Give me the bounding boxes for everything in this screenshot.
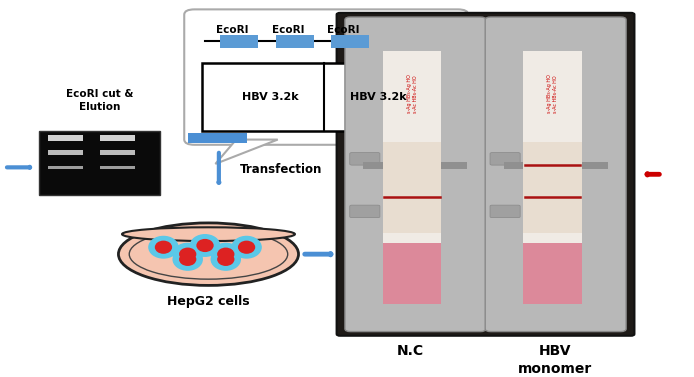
Ellipse shape	[149, 236, 178, 258]
FancyBboxPatch shape	[490, 153, 520, 165]
Text: HepG2 cells: HepG2 cells	[167, 295, 250, 308]
Ellipse shape	[211, 244, 240, 265]
Bar	[523, 51, 582, 304]
Text: EcoRI: EcoRI	[328, 25, 359, 35]
FancyBboxPatch shape	[350, 205, 380, 218]
Ellipse shape	[129, 229, 288, 279]
Ellipse shape	[179, 248, 196, 261]
FancyBboxPatch shape	[337, 13, 634, 336]
Ellipse shape	[119, 223, 298, 285]
Text: s-Ag HBs-Ag HO
s-Ac HBs-Ac HO: s-Ag HBs-Ag HO s-Ac HBs-Ac HO	[547, 74, 558, 113]
Bar	[100, 166, 135, 169]
Bar	[39, 131, 160, 195]
Ellipse shape	[179, 253, 196, 266]
Bar	[220, 35, 258, 48]
Text: EcoRI: EcoRI	[272, 25, 305, 35]
Ellipse shape	[196, 239, 214, 252]
Bar	[276, 35, 314, 48]
Text: EcoRI cut &
Elution: EcoRI cut & Elution	[66, 89, 133, 112]
Bar	[523, 142, 582, 233]
Text: Transfection: Transfection	[239, 162, 322, 176]
Ellipse shape	[232, 236, 261, 258]
Ellipse shape	[238, 241, 255, 254]
Ellipse shape	[190, 235, 219, 256]
FancyBboxPatch shape	[485, 17, 626, 332]
Ellipse shape	[217, 248, 235, 261]
Bar	[383, 142, 441, 233]
Bar	[364, 162, 467, 169]
Text: HBV 3.2k: HBV 3.2k	[350, 92, 407, 102]
FancyBboxPatch shape	[490, 205, 520, 218]
FancyBboxPatch shape	[184, 9, 468, 145]
Ellipse shape	[217, 253, 235, 266]
Ellipse shape	[122, 227, 295, 241]
FancyBboxPatch shape	[345, 17, 486, 332]
Text: HBV 3.2k: HBV 3.2k	[242, 92, 298, 102]
Bar	[100, 150, 135, 155]
Polygon shape	[215, 139, 278, 164]
Bar	[523, 243, 582, 304]
Ellipse shape	[174, 248, 202, 270]
Bar	[48, 166, 83, 169]
Ellipse shape	[174, 244, 202, 265]
Text: HBV
monomer: HBV monomer	[518, 345, 593, 376]
Bar	[100, 135, 135, 141]
Text: s-Ag HBs-Ag HO
s-Ac HBs-Ac HO: s-Ag HBs-Ag HO s-Ac HBs-Ac HO	[407, 74, 418, 113]
Bar	[504, 162, 607, 169]
Text: N.C: N.C	[396, 345, 423, 359]
Bar	[187, 133, 246, 143]
Text: EcoRI: EcoRI	[217, 25, 249, 35]
Ellipse shape	[155, 241, 172, 254]
FancyBboxPatch shape	[350, 153, 380, 165]
Bar	[383, 51, 441, 304]
Bar	[383, 243, 441, 304]
Bar	[201, 63, 448, 131]
Bar	[331, 35, 369, 48]
Ellipse shape	[211, 248, 240, 270]
Bar	[48, 135, 83, 141]
Bar	[48, 150, 83, 155]
